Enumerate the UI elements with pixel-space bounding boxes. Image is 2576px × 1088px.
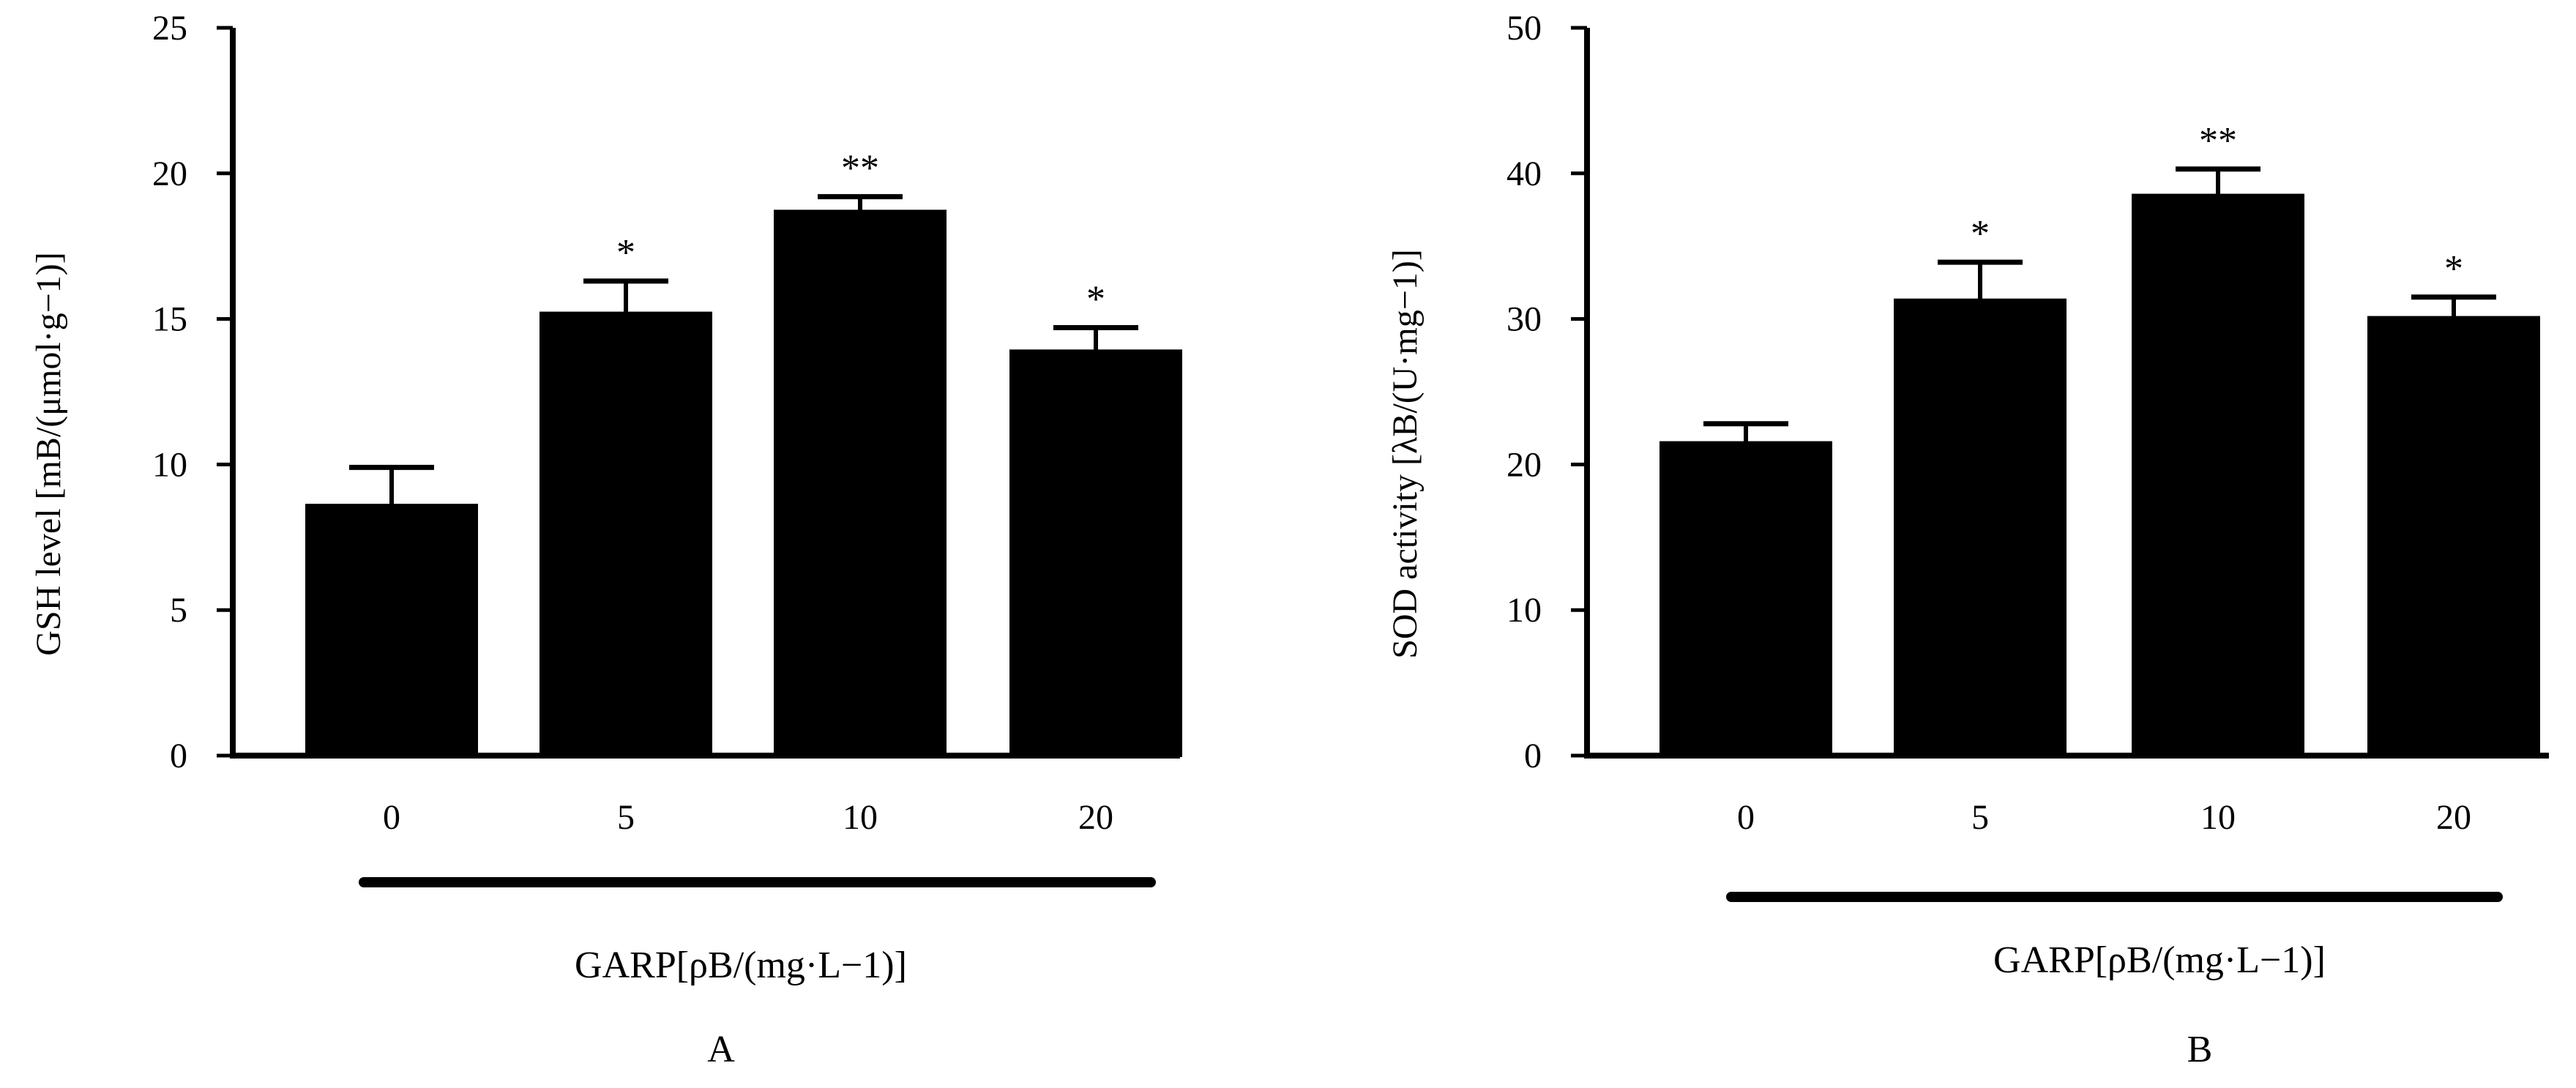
significance-mark: * [2444,248,2463,290]
y-tick-label: 25 [152,9,187,48]
significance-mark: * [1971,213,1990,255]
y-tick-label: 10 [152,445,187,484]
bar [774,209,947,758]
x-tick-label: 5 [617,798,635,837]
y-tick-label: 5 [170,591,187,630]
significance-mark: * [616,232,635,274]
x-tick-label: 20 [2436,798,2471,837]
bar [1009,349,1182,757]
x-tick-label: 20 [1078,798,1113,837]
bar [1894,298,2067,758]
y-tick-label: 0 [1524,737,1542,775]
bar [2132,193,2304,757]
y-tick-label: 0 [170,737,187,775]
bar [305,504,478,758]
bar [540,311,712,757]
y-tick-label: 20 [1507,445,1542,484]
significance-mark: ** [841,148,879,190]
chart-b: SOD activity [λB/(U·mg−1)] GARP[ρB/(mg·L… [1386,9,2549,1070]
panel-label: A [707,1029,735,1070]
bar [2367,316,2540,757]
y-axis-title: GSH level [mB/(μmol·g−1)] [29,252,68,655]
significance-mark: ** [2199,120,2237,162]
x-tick-label: 10 [2200,798,2236,837]
x-tick-label: 0 [383,798,400,837]
significance-mark: * [1086,279,1105,321]
panel-label: B [2187,1029,2213,1070]
y-tick-label: 20 [152,154,187,193]
y-tick-label: 50 [1507,9,1542,48]
x-axis-title: GARP[ρB/(mg·L−1)] [1993,939,2326,981]
chart-a: GSH level [mB/(μmol·g−1)] GARP[ρB/(mg·L−… [29,9,1182,1070]
y-tick-label: 10 [1507,591,1542,630]
y-axis-title: SOD activity [λB/(U·mg−1)] [1386,249,1425,659]
y-tick-label: 15 [152,300,187,339]
y-tick-label: 30 [1507,300,1542,339]
y-tick-label: 40 [1507,154,1542,193]
x-tick-label: 5 [1971,798,1989,837]
x-tick-label: 0 [1737,798,1755,837]
x-tick-label: 10 [843,798,878,837]
x-axis-title: GARP[ρB/(mg·L−1)] [575,944,907,986]
bar [1660,441,1832,758]
